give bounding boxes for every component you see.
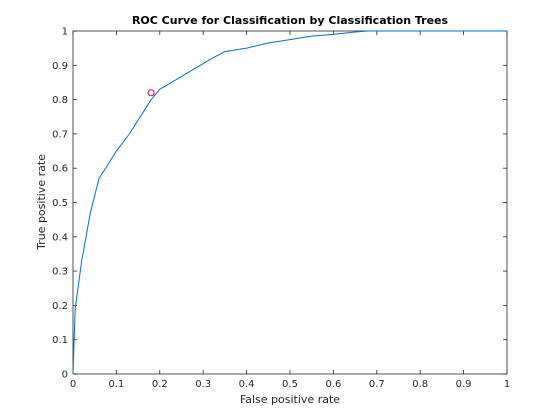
y-tick-label: 0 [62, 370, 68, 381]
x-tick-label: 0.8 [412, 379, 428, 390]
y-tick-label: 0.1 [52, 335, 68, 346]
y-tick-label: 0.6 [52, 164, 68, 175]
y-tick-label: 0.8 [52, 95, 68, 106]
y-tick-label: 0.3 [52, 267, 68, 278]
x-tick-label: 0.7 [369, 379, 385, 390]
x-tick-label: 0.9 [456, 379, 472, 390]
x-tick-label: 0.4 [239, 379, 255, 390]
operating-point-marker [147, 89, 155, 97]
x-axis-label: False positive rate [240, 393, 340, 406]
y-tick-label: 0.5 [52, 198, 68, 209]
chart-title: ROC Curve for Classification by Classifi… [132, 14, 449, 27]
y-tick-label: 0.7 [52, 129, 68, 140]
y-axis-label: True positive rate [35, 154, 48, 251]
x-tick-label: 0.6 [325, 379, 341, 390]
x-tick-label: 0.2 [152, 379, 168, 390]
roc-curve-line [72, 30, 507, 375]
y-tick-label: 0.2 [52, 301, 68, 312]
x-tick-label: 0.3 [195, 379, 211, 390]
y-tick-label: 1 [62, 27, 68, 38]
roc-series [72, 30, 507, 375]
x-tick-label: 1 [504, 379, 510, 390]
x-tick-label: 0.5 [282, 379, 298, 390]
x-tick-label: 0.1 [108, 379, 124, 390]
x-tick-label: 0 [70, 379, 76, 390]
axis-ticks: 0 0.1 0.2 0.3 0.4 0.5 0.6 0.7 0.8 0.9 1 0 0.1 0.2 0.3 0… [52, 27, 510, 391]
y-tick-label: 0.4 [52, 232, 68, 243]
y-tick-label: 0.9 [52, 61, 68, 72]
